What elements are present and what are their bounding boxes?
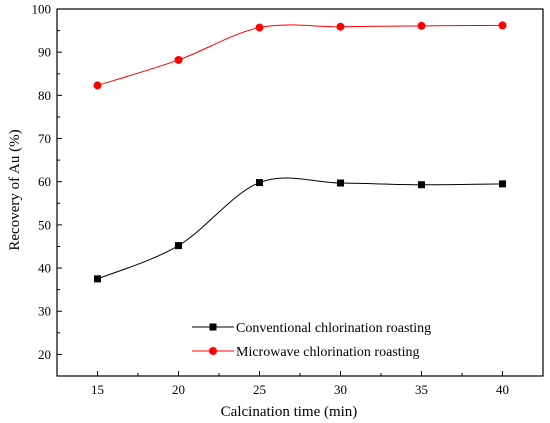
data-point-circle: [336, 22, 345, 31]
x-tick-label: 40: [496, 382, 509, 397]
data-point-square: [175, 242, 182, 250]
series-layer: [93, 21, 507, 283]
y-tick-label: 60: [38, 174, 51, 189]
x-tick-label: 30: [334, 382, 347, 397]
y-tick-label: 20: [38, 347, 51, 362]
y-tick-label: 100: [32, 2, 52, 17]
data-point-circle: [498, 21, 507, 30]
y-tick-label: 50: [38, 217, 51, 232]
data-point-square: [499, 180, 506, 188]
legend-label-2: Microwave chlorination roasting: [236, 345, 420, 360]
x-axis-label: Calcination time (min): [221, 404, 358, 420]
y-axis-label: Recovery of Au (%): [7, 129, 23, 250]
legend-marker-square: [209, 323, 217, 331]
y-tick-label: 30: [38, 304, 51, 319]
y-tick-label: 70: [38, 131, 51, 146]
data-point-circle: [417, 21, 426, 30]
legend-marker-circle: [209, 347, 217, 355]
x-tick-label: 15: [91, 382, 104, 397]
y-axis-ticks: 20 30 40 50 60 70 80 90 100: [32, 2, 62, 377]
data-point-square: [94, 275, 101, 283]
data-point-square: [337, 179, 344, 187]
data-point-circle: [255, 23, 264, 32]
legend: Conventional chlorination roasting Microw…: [192, 321, 431, 360]
y-tick-label: 80: [38, 88, 51, 103]
series-line-2: [97, 24, 503, 86]
x-axis-ticks: 15 20 25 30 35 40: [91, 371, 544, 397]
data-point-square: [418, 181, 425, 189]
legend-label-1: Conventional chlorination roasting: [236, 321, 431, 336]
series-line-1: [97, 177, 503, 280]
data-point-square: [256, 179, 263, 187]
x-tick-label: 20: [172, 382, 185, 397]
y-tick-label: 40: [38, 261, 51, 276]
x-tick-label: 25: [253, 382, 266, 397]
x-tick-label: 35: [415, 382, 428, 397]
data-point-circle: [93, 81, 102, 90]
y-tick-label: 90: [38, 45, 51, 60]
data-point-circle: [174, 55, 183, 64]
